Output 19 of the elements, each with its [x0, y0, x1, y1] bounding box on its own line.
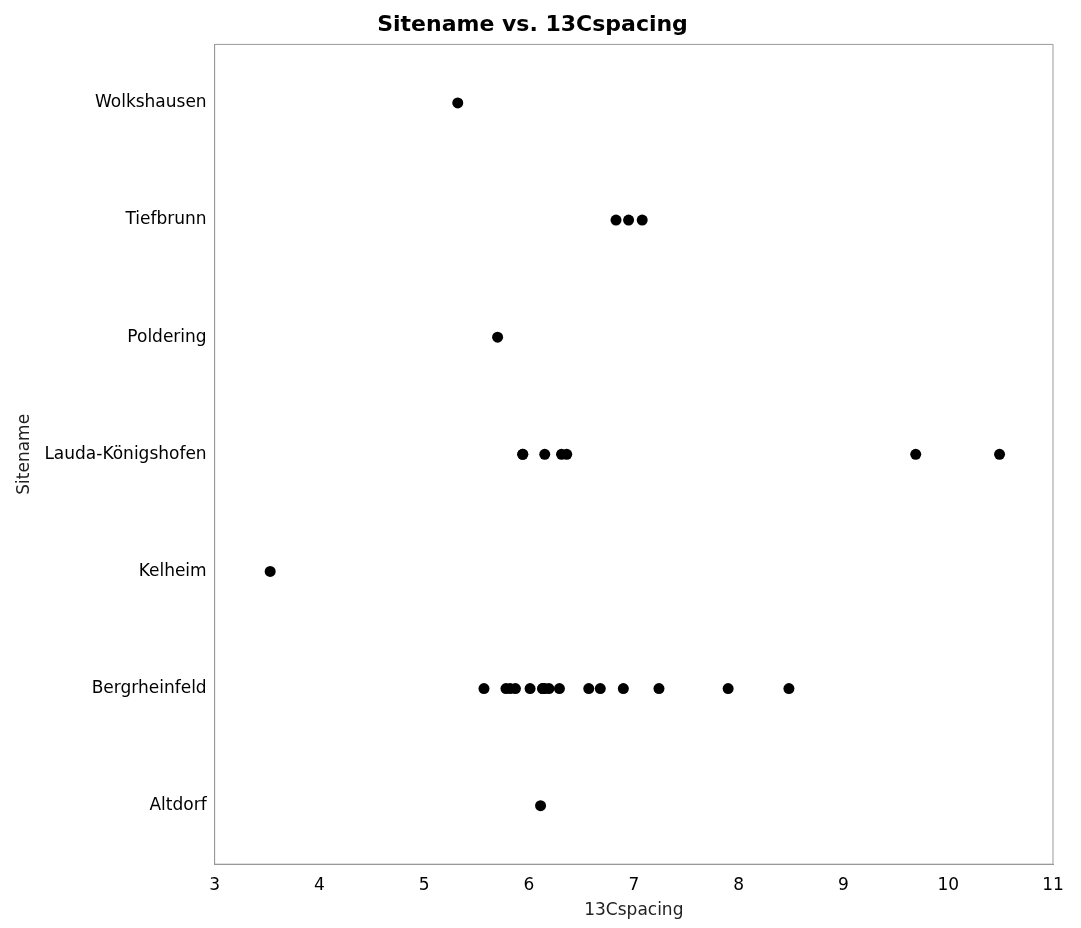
x-tick-label: 11	[1042, 873, 1064, 894]
x-tick-label: 6	[523, 873, 535, 894]
x-tick-label: 9	[838, 873, 849, 894]
y-tick-label: Kelheim	[138, 559, 207, 580]
y-tick-label: Poldering	[127, 325, 207, 346]
y-tick-label: Wolkshausen	[94, 91, 207, 112]
y-tick-label: Altdorf	[149, 794, 208, 815]
x-tick-label: 5	[418, 873, 430, 894]
x-tick-label: 3	[209, 873, 221, 894]
x-axis-title: 13Cspacing	[584, 899, 684, 920]
x-tick-label: 10	[937, 873, 960, 894]
y-tick-label: Tiefbrunn	[124, 208, 207, 229]
y-tick-label: Bergrheinfeld	[91, 676, 207, 697]
x-tick-label: 4	[314, 873, 325, 894]
y-tick-label: Lauda-Königshofen	[44, 442, 207, 463]
x-tick-label: 7	[628, 873, 640, 894]
chart-title: Sitename vs. 13Cspacing	[377, 10, 688, 36]
y-axis-title: Sitename	[12, 413, 33, 495]
x-tick-label: 8	[733, 873, 745, 894]
